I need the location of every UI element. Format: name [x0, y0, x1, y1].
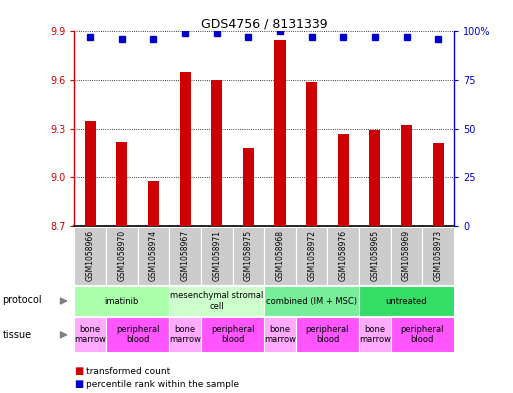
Bar [264, 317, 296, 352]
Text: peripheral
blood: peripheral blood [401, 325, 444, 344]
Text: protocol: protocol [3, 295, 42, 305]
Bar [296, 317, 359, 352]
Text: GSM1058966: GSM1058966 [86, 230, 95, 281]
Bar [306, 82, 317, 226]
Bar [369, 130, 381, 226]
Text: GSM1058972: GSM1058972 [307, 230, 316, 281]
Bar [74, 286, 169, 316]
Text: ■: ■ [74, 379, 84, 389]
Text: GSM1058971: GSM1058971 [212, 230, 221, 281]
Bar [401, 125, 412, 226]
Text: transformed count: transformed count [86, 367, 170, 376]
Text: GSM1058970: GSM1058970 [117, 230, 126, 281]
Bar [169, 286, 264, 316]
Text: GSM1058969: GSM1058969 [402, 230, 411, 281]
Bar [264, 227, 296, 285]
Text: GSM1058968: GSM1058968 [275, 230, 285, 281]
Title: GDS4756 / 8131339: GDS4756 / 8131339 [201, 17, 327, 30]
Bar [391, 317, 454, 352]
Bar [359, 227, 391, 285]
Text: peripheral
blood: peripheral blood [211, 325, 254, 344]
Text: ■: ■ [74, 366, 84, 376]
Text: GSM1058975: GSM1058975 [244, 230, 253, 281]
Bar [327, 227, 359, 285]
Bar [74, 227, 106, 285]
Bar [359, 286, 454, 316]
Text: tissue: tissue [3, 330, 32, 340]
Bar [169, 317, 201, 352]
Text: bone
marrow: bone marrow [264, 325, 296, 344]
Bar [106, 227, 137, 285]
Text: percentile rank within the sample: percentile rank within the sample [86, 380, 239, 389]
Bar [85, 121, 96, 226]
Text: combined (IM + MSC): combined (IM + MSC) [266, 297, 357, 305]
Text: untreated: untreated [386, 297, 427, 305]
Bar [211, 80, 222, 226]
Bar [201, 317, 264, 352]
Bar [432, 143, 444, 226]
Text: imatinib: imatinib [105, 297, 139, 305]
Text: GSM1058967: GSM1058967 [181, 230, 190, 281]
Bar [148, 180, 159, 226]
Text: peripheral
blood: peripheral blood [306, 325, 349, 344]
Bar [359, 317, 391, 352]
Bar [116, 141, 127, 226]
Text: bone
marrow: bone marrow [74, 325, 106, 344]
Bar [264, 286, 359, 316]
Text: GSM1058973: GSM1058973 [433, 230, 443, 281]
Text: GSM1058974: GSM1058974 [149, 230, 158, 281]
Text: bone
marrow: bone marrow [359, 325, 391, 344]
Bar [296, 227, 327, 285]
Bar [243, 148, 254, 226]
Bar [74, 317, 106, 352]
Bar [180, 72, 191, 226]
Bar [169, 227, 201, 285]
Text: mesenchymal stromal
cell: mesenchymal stromal cell [170, 291, 264, 311]
Bar [201, 227, 232, 285]
Bar [274, 40, 286, 226]
Bar [106, 317, 169, 352]
Text: bone
marrow: bone marrow [169, 325, 201, 344]
Bar [338, 134, 349, 226]
Text: peripheral
blood: peripheral blood [116, 325, 160, 344]
Bar [232, 227, 264, 285]
Bar [391, 227, 422, 285]
Text: GSM1058976: GSM1058976 [339, 230, 348, 281]
Bar [137, 227, 169, 285]
Text: GSM1058965: GSM1058965 [370, 230, 380, 281]
Bar [422, 227, 454, 285]
